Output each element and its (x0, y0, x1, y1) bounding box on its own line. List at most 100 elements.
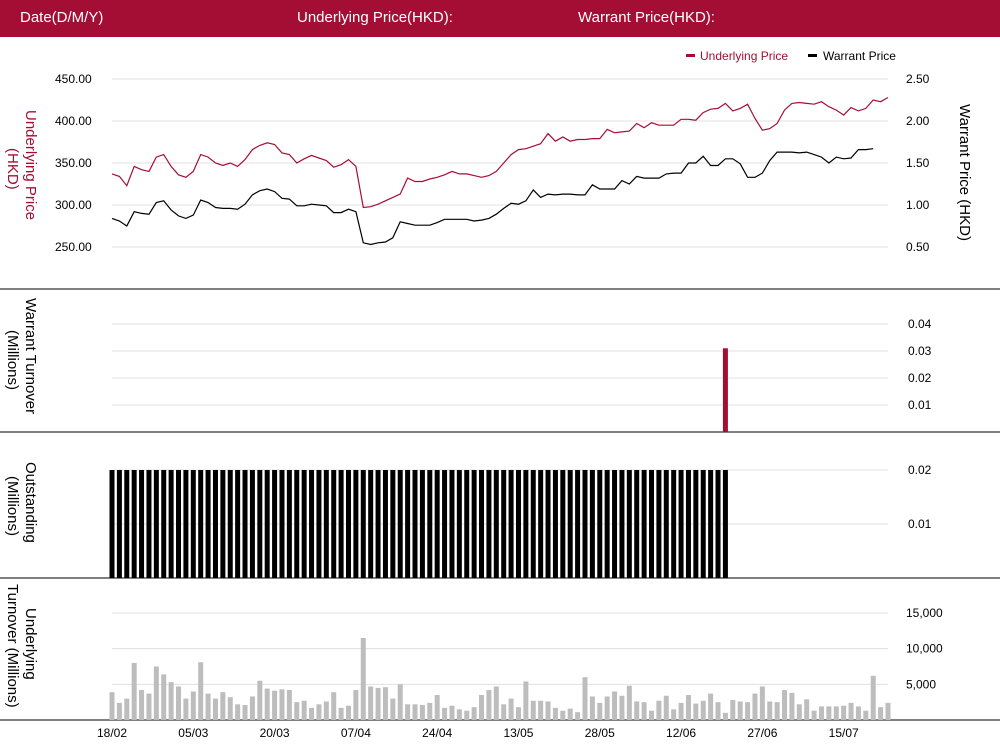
underlying-turnover-bar (486, 690, 492, 720)
header-bar: Date(D/M/Y) Underlying Price(HKD): Warra… (0, 0, 1000, 37)
underlying-turnover-bar (449, 705, 455, 720)
underlying-turnover-bar (774, 702, 780, 720)
warrant-turnover-tick-label: 0.04 (908, 317, 932, 331)
outstanding-bar (353, 470, 359, 578)
underlying-turnover-bar (863, 710, 869, 720)
outstanding-bar (375, 470, 381, 578)
underlying-turnover-bar (841, 705, 847, 720)
underlying-turnover-bar (789, 692, 795, 720)
outstanding-bar (560, 470, 566, 578)
underlying-turnover-bar (375, 687, 381, 720)
underlying-turnover-bar (434, 695, 440, 720)
underlying-turnover-bar (353, 690, 359, 720)
outstanding-tick-label: 0.01 (908, 517, 932, 531)
underlying-turnover-bar (804, 699, 810, 720)
underlying-turnover-bar (811, 710, 817, 720)
underlying-turnover-bar (309, 707, 315, 720)
outstanding-bar (523, 470, 529, 578)
x-tick-label: 28/05 (585, 726, 615, 740)
x-tick-label: 07/04 (341, 726, 371, 740)
outstanding-bar (708, 470, 714, 578)
underlying-turnover-bar (700, 700, 706, 720)
outstanding-bar (294, 470, 300, 578)
underlying-turnover-bar (153, 666, 159, 720)
underlying-turnover-bar (331, 692, 337, 720)
underlying-turnover-bar (176, 686, 182, 720)
underlying-turnover-bar (508, 698, 514, 720)
outstanding-bar (146, 470, 152, 578)
underlying-turnover-bar (442, 707, 448, 720)
underlying-turnover-bar (575, 712, 581, 720)
y-left-tick-label: 400.00 (55, 114, 92, 128)
underlying-turnover-bar (612, 691, 618, 720)
outstanding-bar (323, 470, 329, 578)
outstanding-bar (589, 470, 595, 578)
x-tick-label: 05/03 (178, 726, 208, 740)
underlying-turnover-bar (227, 697, 233, 720)
warrant-turnover-bar (722, 348, 728, 432)
outstanding-bar (345, 470, 351, 578)
underlying-turnover-bar (124, 698, 130, 720)
underlying-turnover-bar (663, 695, 669, 720)
outstanding-bar (464, 470, 470, 578)
outstanding-bar (220, 470, 226, 578)
underlying-turnover-bar (833, 706, 839, 720)
legend-label-underlying: Underlying Price (700, 49, 788, 63)
outstanding-bar (508, 470, 514, 578)
outstanding-bar (419, 470, 425, 578)
outstanding-bar (257, 470, 263, 578)
underlying-turnover-bar (759, 686, 765, 720)
outstanding-bar (249, 470, 255, 578)
underlying-turnover-bar (782, 690, 788, 720)
outstanding-bar (434, 470, 440, 578)
underlying-turnover-bar (419, 705, 425, 720)
outstanding-bar (545, 470, 551, 578)
outstanding-bar (161, 470, 167, 578)
outstanding-bar (501, 470, 507, 578)
outstanding-bar (530, 470, 536, 578)
outstanding-bar (471, 470, 477, 578)
underlying-turnover-bar (796, 704, 802, 720)
x-tick-label: 12/06 (666, 726, 696, 740)
outstanding-bar (397, 470, 403, 578)
x-tick-label: 18/02 (97, 726, 127, 740)
underlying-turnover-bar (885, 702, 891, 720)
underlying-turnover-bar (212, 698, 218, 720)
outstanding-bar (198, 470, 204, 578)
underlying-turnover-bar (368, 686, 374, 720)
outstanding-bar (663, 470, 669, 578)
outstanding-bar (279, 470, 285, 578)
underlying-turnover-bar (131, 662, 137, 720)
outstanding-bar (242, 470, 248, 578)
underlying-turnover-bar (589, 696, 595, 720)
underlying-turnover-bar (619, 695, 625, 720)
underlying-turnover-bar (345, 705, 351, 720)
underlying-turnover-bar (456, 709, 462, 720)
underlying-turnover-bar (767, 701, 773, 720)
outstanding-bar (301, 470, 307, 578)
outstanding-bar (582, 470, 588, 578)
outstanding-bar (316, 470, 322, 578)
underlying-turnover-bar (530, 700, 536, 720)
y-right-tick-label: 2.50 (906, 72, 930, 86)
outstanding-bar (634, 470, 640, 578)
outstanding-bar (604, 470, 610, 578)
outstanding-bar (538, 470, 544, 578)
outstanding-bar (567, 470, 573, 578)
underlying-turnover-bar (242, 705, 248, 720)
outstanding-bar (190, 470, 196, 578)
underlying-turnover-bar (855, 706, 861, 720)
outstanding-bar (479, 470, 485, 578)
warrant-turnover-tick-label: 0.02 (908, 371, 932, 385)
underlying-turnover-bar (183, 698, 189, 720)
legend-swatch-warrant (808, 54, 817, 57)
underlying-turnover-bar (826, 706, 832, 720)
outstanding-bar (493, 470, 499, 578)
legend-label-warrant: Warrant Price (823, 49, 896, 63)
underlying-turnover-bar (109, 692, 115, 720)
underlying-turnover-bar (501, 704, 507, 720)
underlying-turnover-bar (316, 704, 322, 720)
underlying-turnover-bar (752, 693, 758, 720)
y-right-tick-label: 0.50 (906, 240, 930, 254)
outstanding-bar (139, 470, 145, 578)
